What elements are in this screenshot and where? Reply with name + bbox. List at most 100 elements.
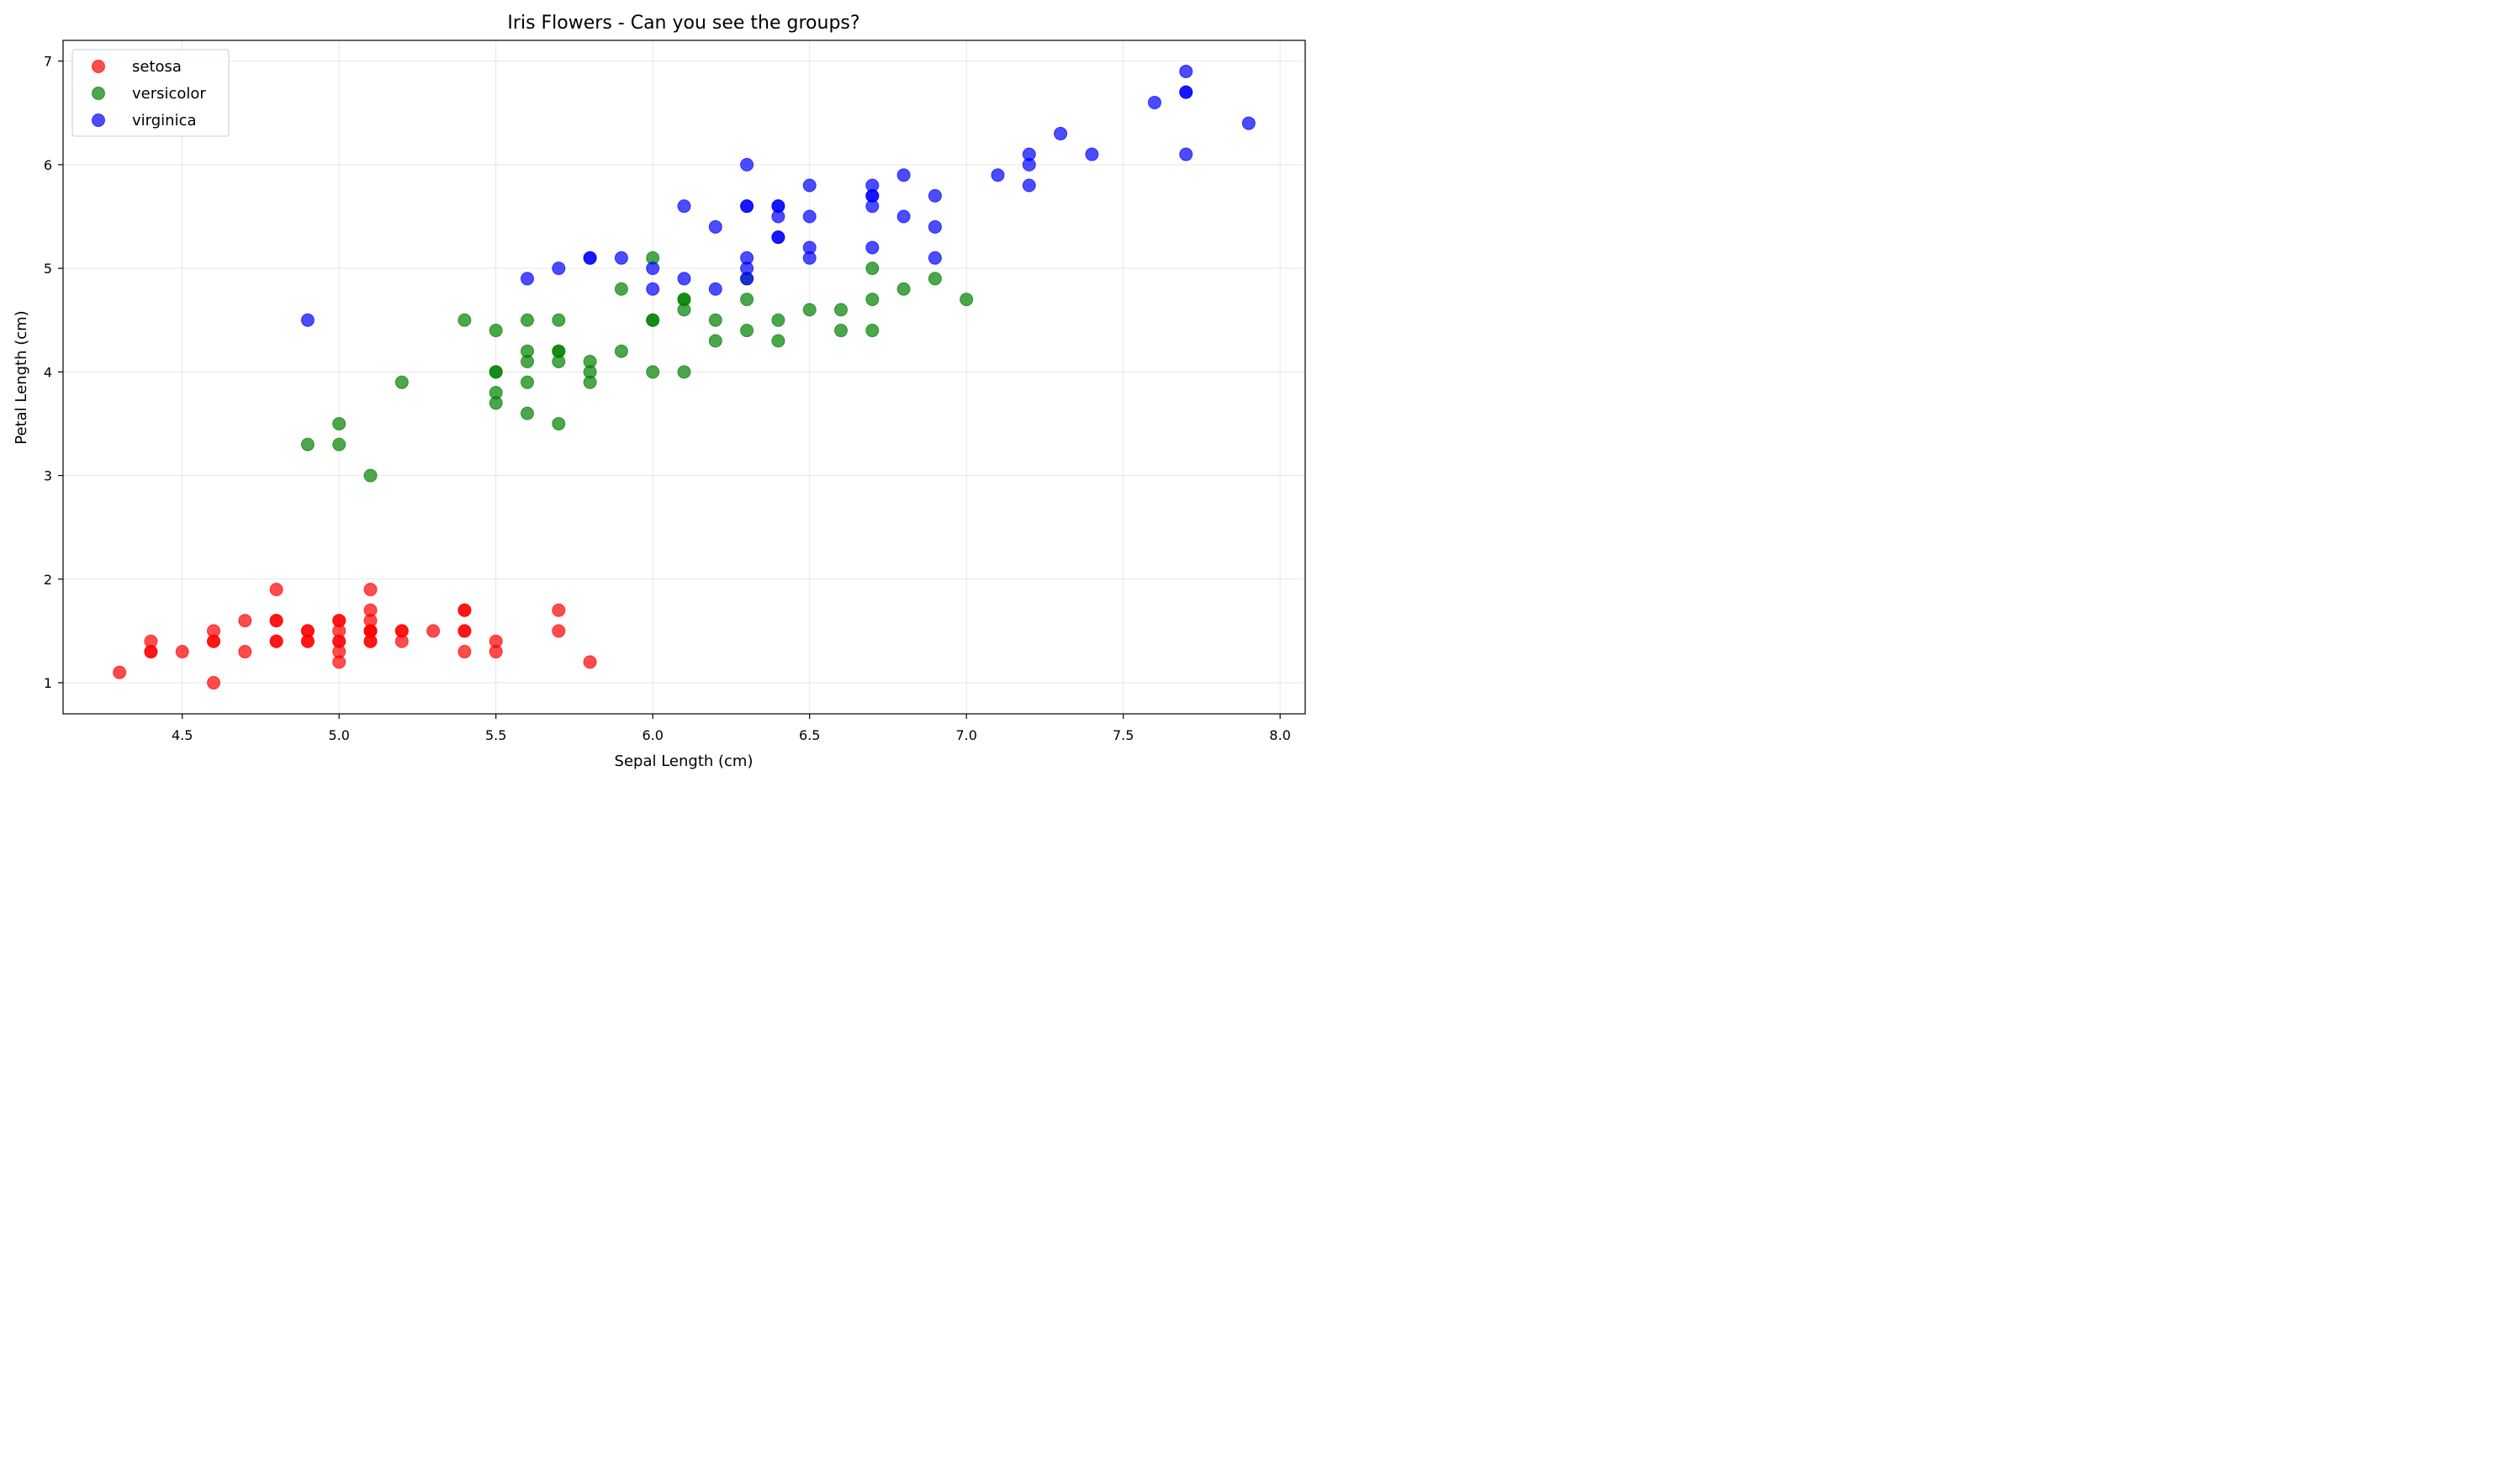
setosa-point bbox=[552, 603, 566, 617]
series-setosa bbox=[113, 583, 597, 690]
virginica-point bbox=[1085, 147, 1099, 161]
y-tick-label: 6 bbox=[44, 157, 52, 173]
versicolor-point bbox=[521, 355, 535, 369]
virginica-point bbox=[646, 282, 660, 296]
versicolor-point bbox=[552, 355, 566, 369]
versicolor-point bbox=[489, 324, 503, 338]
setosa-point bbox=[207, 634, 221, 648]
versicolor-point bbox=[552, 313, 566, 327]
versicolor-point bbox=[677, 365, 691, 379]
virginica-point bbox=[865, 240, 880, 255]
versicolor-point bbox=[865, 324, 880, 338]
virginica-point bbox=[928, 251, 942, 265]
versicolor-point bbox=[865, 293, 880, 307]
versicolor-point bbox=[928, 272, 942, 286]
versicolor-point bbox=[614, 344, 628, 358]
versicolor-point bbox=[646, 365, 660, 379]
legend-box bbox=[71, 49, 230, 137]
versicolor-point bbox=[521, 313, 535, 327]
versicolor-point bbox=[646, 313, 660, 327]
virginica-point bbox=[1022, 178, 1036, 193]
versicolor-point bbox=[708, 334, 722, 348]
virginica-point bbox=[771, 209, 785, 224]
virginica-point bbox=[614, 251, 628, 265]
versicolor-point bbox=[552, 416, 566, 430]
setosa-point bbox=[113, 665, 127, 679]
setosa-point bbox=[457, 624, 472, 638]
versicolor-point bbox=[614, 282, 628, 296]
versicolor-point bbox=[865, 261, 880, 276]
virginica-point bbox=[1179, 64, 1193, 78]
y-tick-label: 5 bbox=[44, 261, 52, 277]
y-tick-label: 3 bbox=[44, 468, 52, 484]
setosa-point bbox=[269, 634, 283, 648]
versicolor-point bbox=[489, 396, 503, 410]
virginica-point bbox=[991, 168, 1005, 182]
virginica-point bbox=[802, 178, 817, 193]
setosa-point bbox=[269, 583, 283, 597]
virginica-point bbox=[928, 188, 942, 203]
y-tick-label: 7 bbox=[44, 54, 52, 70]
y-tick-label: 2 bbox=[44, 572, 52, 588]
virginica-point bbox=[740, 199, 754, 214]
virginica-point bbox=[1054, 126, 1068, 140]
y-tick-label: 1 bbox=[44, 675, 52, 691]
setosa-point bbox=[426, 624, 441, 638]
versicolor-point bbox=[740, 293, 754, 307]
setosa-point bbox=[300, 634, 315, 648]
versicolor-point bbox=[583, 375, 597, 389]
x-tick-label: 6.0 bbox=[642, 727, 663, 743]
versicolor-point bbox=[708, 313, 722, 327]
virginica-point bbox=[865, 199, 880, 214]
virginica-point bbox=[928, 219, 942, 234]
versicolor-point bbox=[521, 406, 535, 420]
virginica-point bbox=[521, 272, 535, 286]
y-axis-ticks: 1 2 3 4 5 6 7 bbox=[44, 54, 63, 691]
x-axis-ticks: 4.5 5.0 5.5 6.0 6.5 7.0 7.5 8.0 bbox=[172, 714, 1291, 743]
versicolor-point bbox=[332, 416, 346, 430]
y-tick-label: 4 bbox=[44, 364, 52, 380]
virginica-point bbox=[1241, 116, 1256, 130]
setosa-point bbox=[332, 655, 346, 669]
x-tick-label: 8.0 bbox=[1269, 727, 1290, 743]
virginica-point bbox=[740, 157, 754, 172]
chart-title: Iris Flowers - Can you see the groups? bbox=[507, 13, 859, 34]
setosa-point bbox=[269, 614, 283, 628]
virginica-point bbox=[646, 261, 660, 276]
versicolor-point bbox=[802, 303, 817, 317]
data-points bbox=[113, 64, 1256, 690]
legend-marker-virginica bbox=[92, 114, 105, 127]
setosa-point bbox=[175, 645, 189, 659]
grid bbox=[63, 40, 1305, 714]
virginica-point bbox=[1022, 157, 1036, 172]
setosa-point bbox=[489, 645, 503, 659]
x-tick-label: 6.5 bbox=[799, 727, 820, 743]
versicolor-point bbox=[300, 437, 315, 452]
virginica-point bbox=[708, 219, 722, 234]
versicolor-point bbox=[771, 334, 785, 348]
versicolor-point bbox=[833, 303, 848, 317]
virginica-point bbox=[583, 251, 597, 265]
legend-label-versicolor: versicolor bbox=[132, 85, 206, 103]
versicolor-point bbox=[740, 324, 754, 338]
y-axis-label: Petal Length (cm) bbox=[13, 310, 30, 444]
x-tick-label: 4.5 bbox=[172, 727, 193, 743]
versicolor-point bbox=[960, 293, 974, 307]
virginica-point bbox=[1179, 85, 1193, 99]
setosa-point bbox=[238, 614, 252, 628]
versicolor-point bbox=[457, 313, 472, 327]
versicolor-point bbox=[896, 282, 911, 296]
virginica-point bbox=[771, 230, 785, 245]
setosa-point bbox=[363, 634, 378, 648]
virginica-point bbox=[677, 199, 691, 214]
setosa-point bbox=[457, 645, 472, 659]
legend-label-setosa: setosa bbox=[132, 58, 182, 76]
scatter-chart: Iris Flowers - Can you see the groups? 4… bbox=[0, 0, 1319, 784]
versicolor-point bbox=[521, 375, 535, 389]
legend: setosa versicolor virginica bbox=[71, 49, 230, 137]
legend-marker-setosa bbox=[92, 60, 105, 73]
series-versicolor bbox=[300, 251, 974, 483]
versicolor-point bbox=[677, 303, 691, 317]
x-axis-label: Sepal Length (cm) bbox=[615, 753, 754, 770]
virginica-point bbox=[740, 272, 754, 286]
